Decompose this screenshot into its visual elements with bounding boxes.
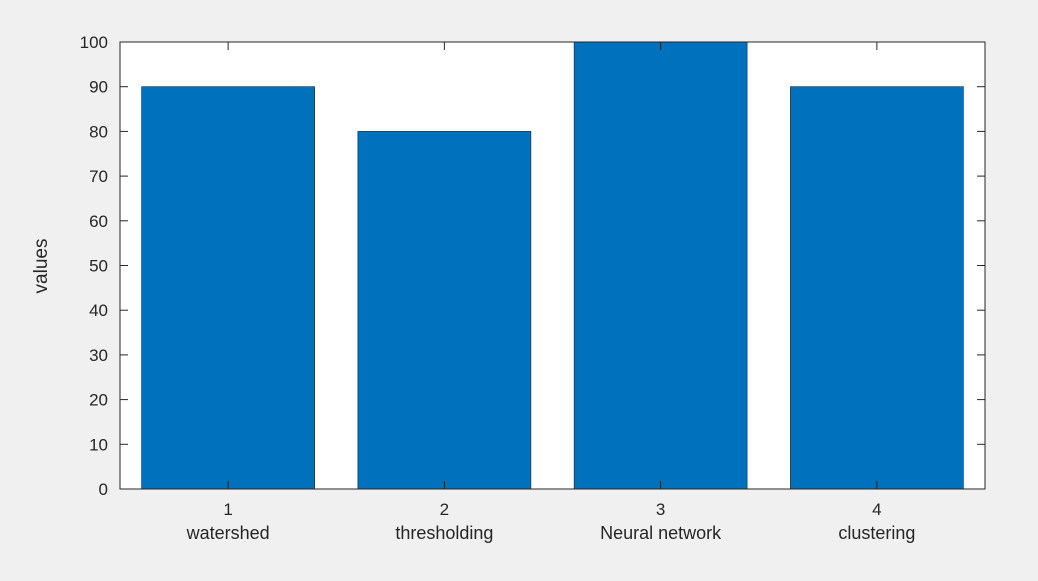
x-tick-label: 4 xyxy=(872,500,881,519)
y-tick-label: 80 xyxy=(89,122,108,141)
bar-4 xyxy=(790,86,964,490)
y-tick-label: 30 xyxy=(89,346,108,365)
y-axis-label: values xyxy=(31,239,52,294)
x-tick-label: 3 xyxy=(656,500,665,519)
y-tick-label: 0 xyxy=(99,480,108,499)
x-axis: 1 watershed 2 thresholding 3 Neural network 4 c… xyxy=(186,42,915,543)
y-tick-label: 40 xyxy=(89,301,108,320)
y-tick-label: 20 xyxy=(89,391,108,410)
y-tick-label: 90 xyxy=(89,78,108,97)
y-tick-label: 50 xyxy=(89,257,108,276)
y-tick-label: 100 xyxy=(80,33,108,52)
bar-2 xyxy=(357,131,532,490)
x-category-label: watershed xyxy=(186,523,270,543)
y-tick-label: 10 xyxy=(89,435,108,454)
plot-frame xyxy=(119,41,986,490)
x-category-label: Neural network xyxy=(600,523,722,543)
bar-1 xyxy=(141,86,315,490)
x-tick-label: 2 xyxy=(440,500,449,519)
x-category-label: thresholding xyxy=(395,523,493,543)
y-tick-label: 70 xyxy=(89,167,108,186)
bar-3 xyxy=(573,41,748,490)
x-category-label: clustering xyxy=(838,523,915,543)
x-tick-label: 1 xyxy=(223,500,232,519)
y-tick-label: 60 xyxy=(89,212,108,231)
y-axis: 0 10 20 30 40 50 60 70 80 90 100 xyxy=(80,33,985,499)
bars-layer xyxy=(141,41,964,490)
